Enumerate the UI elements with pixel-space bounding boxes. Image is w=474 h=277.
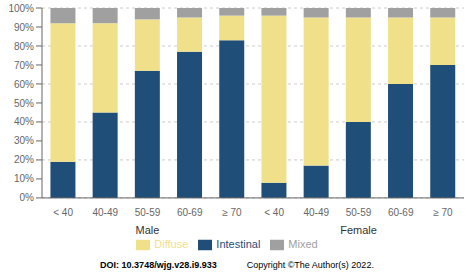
- svg-text:Female: Female: [340, 224, 377, 236]
- svg-text:50-59: 50-59: [135, 207, 161, 218]
- svg-text:≥ 70: ≥ 70: [222, 207, 242, 218]
- html-text:Intestinal: Intestinal: [216, 237, 261, 250]
- svg-text:50%: 50%: [14, 98, 34, 109]
- svg-text:40-49: 40-49: [93, 207, 119, 218]
- svg-text:≥ 70: ≥ 70: [433, 207, 453, 218]
- html-text:Copyright ©The Author(s) 2022.: Copyright ©The Author(s) 2022.: [246, 259, 374, 270]
- svg-text:Male: Male: [136, 224, 160, 236]
- html-text:Mixed: Mixed: [288, 237, 318, 250]
- svg-text:60-69: 60-69: [388, 207, 414, 218]
- svg-text:100%: 100%: [8, 3, 34, 14]
- svg-text:50-59: 50-59: [346, 207, 372, 218]
- svg-text:40%: 40%: [14, 116, 34, 127]
- svg-text:60-69: 60-69: [177, 207, 203, 218]
- html-text:Diffuse: Diffuse: [154, 237, 189, 250]
- svg-text:< 40: < 40: [264, 207, 284, 218]
- svg-text:70%: 70%: [14, 60, 34, 71]
- html-text:DOI: 10.3748/wjg.v28.i9.933: DOI: 10.3748/wjg.v28.i9.933: [100, 259, 217, 270]
- svg-text:20%: 20%: [14, 154, 34, 165]
- svg-text:0%: 0%: [20, 192, 35, 203]
- svg-text:90%: 90%: [14, 22, 34, 33]
- svg-text:30%: 30%: [14, 135, 34, 146]
- svg-text:80%: 80%: [14, 41, 34, 52]
- svg-text:< 40: < 40: [53, 207, 73, 218]
- svg-text:10%: 10%: [14, 173, 34, 184]
- svg-text:40-49: 40-49: [304, 207, 330, 218]
- svg-text:60%: 60%: [14, 79, 34, 90]
